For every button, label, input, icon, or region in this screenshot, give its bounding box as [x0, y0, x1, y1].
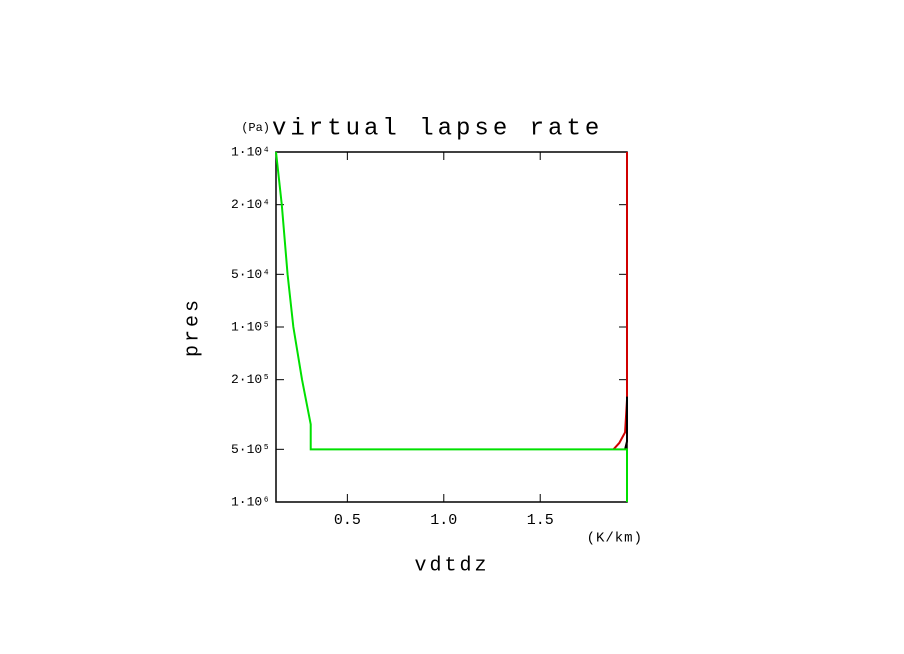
y-tick-label: 1·10⁴ — [231, 144, 270, 159]
x-unit: (K/km) — [587, 531, 643, 547]
x-tick-label: 1.0 — [430, 512, 457, 529]
data-line — [624, 396, 628, 450]
y-tick-label: 2·10⁴ — [231, 197, 270, 212]
x-tick-label: 1.5 — [527, 512, 554, 529]
y-tick-label: 5·10⁴ — [231, 267, 270, 282]
x-tick-label: 0.5 — [334, 512, 361, 529]
data-line — [612, 152, 628, 450]
y-axis-label: pres — [181, 297, 204, 357]
y-tick-label: 1·10⁵ — [231, 319, 270, 334]
data-line — [275, 151, 628, 502]
y-tick-label: 5·10⁵ — [231, 442, 270, 457]
x-axis-label: vdtdz — [414, 554, 489, 577]
chart-title: virtual lapse rate — [272, 115, 603, 142]
y-tick-label: 2·10⁵ — [231, 372, 270, 387]
y-unit: (Pa) — [241, 121, 270, 135]
y-tick-label: 1·10⁶ — [231, 494, 270, 509]
